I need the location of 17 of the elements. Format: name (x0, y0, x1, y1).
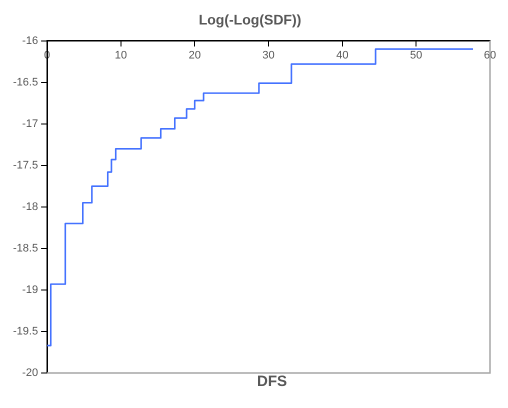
y-tick-label: -20 (22, 367, 38, 380)
y-tick-label: -18.5 (12, 242, 38, 254)
y-tick-label: -16 (22, 34, 38, 47)
x-tick-label: 20 (188, 49, 201, 62)
x-tick-label: 40 (336, 49, 348, 62)
y-tick-label: -17 (22, 118, 38, 130)
y-tick-label: -18 (22, 200, 38, 213)
y-tick-label: -19 (22, 284, 38, 296)
x-axis-title: DFS (256, 373, 288, 390)
x-tick-label: 50 (410, 49, 422, 62)
chart-title: Log(-Log(SDF)) (198, 11, 302, 28)
x-tick-label: 10 (114, 49, 128, 62)
y-tick-label: -17.5 (12, 159, 38, 172)
x-tick-label: 60 (484, 49, 496, 62)
y-tick-label: -16.5 (12, 76, 38, 88)
y-tick-label: -19.5 (12, 326, 38, 338)
x-tick-label: 30 (262, 49, 275, 62)
